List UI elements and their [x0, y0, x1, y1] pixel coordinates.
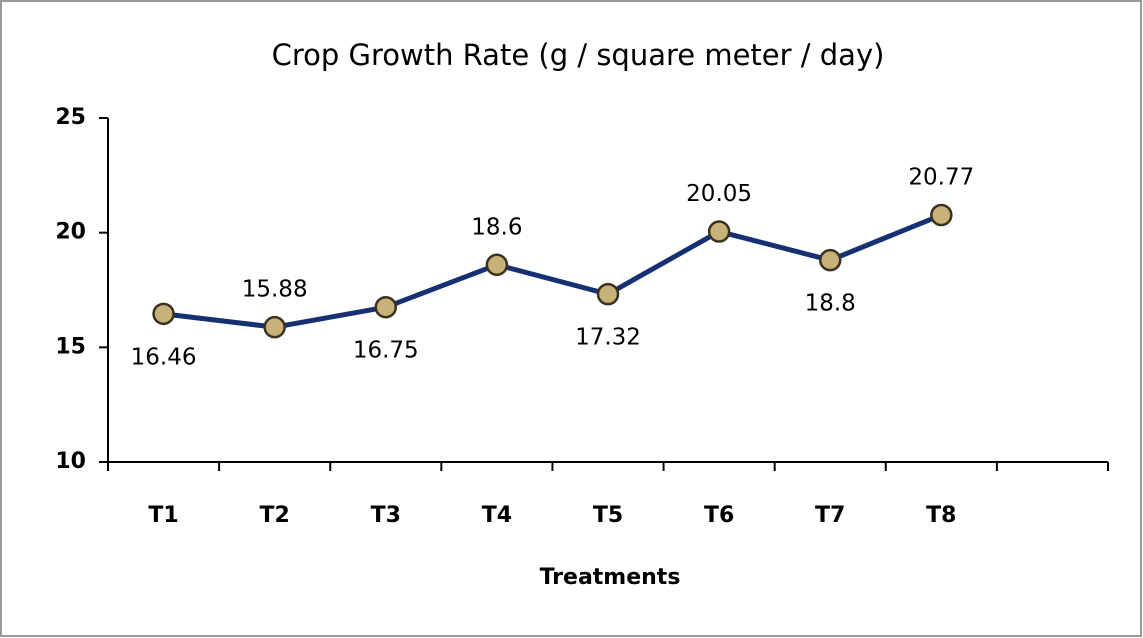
x-tick-label: T7 — [815, 503, 845, 528]
marker — [263, 315, 286, 339]
marker — [485, 253, 509, 277]
x-tick-label: T4 — [482, 503, 512, 528]
x-axis-title: Treatments — [540, 565, 681, 590]
marker — [818, 248, 842, 272]
marker — [930, 203, 953, 227]
line-series — [163, 212, 943, 330]
data-label: 17.32 — [575, 325, 641, 351]
x-tick-label: T5 — [593, 503, 623, 528]
data-label: 16.75 — [353, 338, 419, 364]
data-label: 18.8 — [805, 291, 856, 317]
marker — [596, 282, 620, 306]
marker — [707, 220, 731, 243]
data-label: 16.46 — [131, 344, 197, 370]
x-tick-label: T1 — [148, 503, 178, 528]
marker — [152, 302, 175, 326]
marker — [374, 295, 398, 319]
chart-title: Crop Growth Rate (g / square meter / day… — [272, 38, 885, 72]
data-label: 20.77 — [908, 165, 974, 191]
x-tick-label: T3 — [371, 503, 401, 528]
data-label: 15.88 — [242, 277, 308, 303]
x-tick-label: T8 — [926, 503, 956, 528]
x-tick-label: T2 — [260, 503, 290, 528]
x-tick-label: T6 — [704, 503, 734, 528]
y-tick-label: 20 — [55, 220, 86, 245]
y-tick-label: 25 — [55, 105, 86, 130]
y-tick-label: 15 — [55, 334, 86, 359]
data-label: 20.05 — [686, 181, 752, 207]
data-label: 18.6 — [471, 214, 522, 240]
y-tick-label: 10 — [55, 449, 86, 474]
